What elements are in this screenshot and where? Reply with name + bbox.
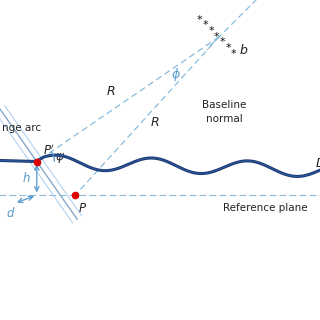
Text: $D$: $D$ xyxy=(315,157,320,170)
Text: $\phi$: $\phi$ xyxy=(171,66,181,83)
Text: $P$: $P$ xyxy=(78,202,87,215)
Text: $*$: $*$ xyxy=(202,18,209,28)
Text: $P'$: $P'$ xyxy=(43,143,55,158)
Text: nge arc: nge arc xyxy=(2,123,41,133)
Text: $*$: $*$ xyxy=(196,12,204,23)
Text: $*$: $*$ xyxy=(213,29,220,40)
Text: $*$: $*$ xyxy=(225,41,232,51)
Text: Reference plane: Reference plane xyxy=(223,203,308,213)
Text: $R$: $R$ xyxy=(106,85,115,98)
Text: $*$: $*$ xyxy=(219,35,226,45)
Text: $d$: $d$ xyxy=(6,206,16,220)
Text: $*$: $*$ xyxy=(230,46,237,57)
Text: $b$: $b$ xyxy=(239,43,249,57)
Text: $R$: $R$ xyxy=(150,116,160,129)
Text: Baseline
normal: Baseline normal xyxy=(202,100,246,124)
Text: $h$: $h$ xyxy=(22,172,30,185)
Text: $*$: $*$ xyxy=(208,24,215,34)
Text: $\psi$: $\psi$ xyxy=(55,151,65,165)
